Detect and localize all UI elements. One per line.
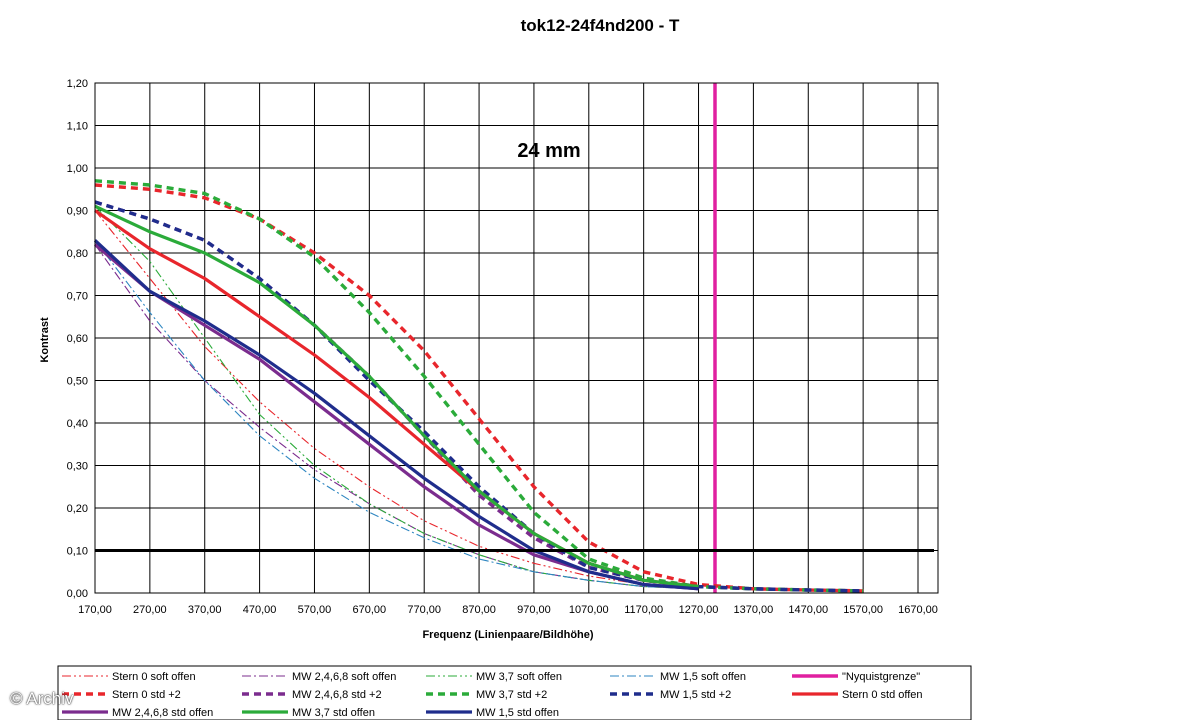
y-tick-label: 1,10 xyxy=(67,121,88,133)
series-line xyxy=(94,205,699,590)
series-line xyxy=(94,183,864,593)
y-tick-label: 0,30 xyxy=(67,461,88,473)
y-tick-label: 0,70 xyxy=(67,291,88,303)
x-tick-label: 1270,00 xyxy=(679,604,719,616)
plot-frame xyxy=(94,82,939,594)
series-line xyxy=(94,239,699,590)
chart-annotation: 24 mm xyxy=(517,140,580,162)
x-tick-label: 1470,00 xyxy=(788,604,828,616)
y-tick-label: 0,20 xyxy=(67,503,88,515)
legend-label: MW 1,5 soft offen xyxy=(660,671,746,683)
y-tick-label: 0,00 xyxy=(67,588,88,600)
series-line xyxy=(94,244,699,590)
y-tick-label: 0,50 xyxy=(67,376,88,388)
legend-label: MW 1,5 std +2 xyxy=(660,689,731,701)
legend-label: Stern 0 std +2 xyxy=(112,689,181,701)
x-tick-label: 770,00 xyxy=(407,604,441,616)
x-tick-label: 570,00 xyxy=(298,604,332,616)
watermark: © Archiv xyxy=(10,689,74,708)
legend-label: Stern 0 soft offen xyxy=(112,671,196,683)
series-lines xyxy=(93,83,864,593)
x-tick-label: 170,00 xyxy=(78,604,112,616)
legend-label: Stern 0 std offen xyxy=(842,689,923,701)
legend-label: MW 3,7 std +2 xyxy=(476,689,547,701)
x-tick-label: 1070,00 xyxy=(569,604,609,616)
x-tick-label: 670,00 xyxy=(353,604,387,616)
x-tick-label: 1570,00 xyxy=(843,604,883,616)
y-tick-label: 0,90 xyxy=(67,206,88,218)
legend-label: MW 3,7 soft offen xyxy=(476,671,562,683)
x-tick-label: 270,00 xyxy=(133,604,167,616)
y-tick-label: 0,10 xyxy=(67,546,88,558)
series-line xyxy=(94,200,864,593)
legend-label: MW 2,4,6,8 std +2 xyxy=(292,689,382,701)
legend-label: MW 2,4,6,8 std offen xyxy=(112,707,213,719)
x-tick-labels: 170,00 270,00 370,00 470,00 570,00 670,00 770,… xyxy=(78,604,938,616)
series-line xyxy=(94,209,699,589)
y-tick-label: 1,00 xyxy=(67,163,88,175)
legend-label: MW 1,5 std offen xyxy=(476,707,559,719)
x-tick-label: 970,00 xyxy=(517,604,551,616)
y-tick-labels: 0,00 0,10 0,20 0,30 0,40 0,50 0,60 0,70 0,80 0,90… xyxy=(67,78,88,600)
y-axis-label: Kontrast xyxy=(39,317,51,363)
chart-title: tok12-24f4nd200 - T xyxy=(521,16,680,35)
y-tick-label: 0,40 xyxy=(67,418,88,430)
x-tick-label: 470,00 xyxy=(243,604,277,616)
y-tick-label: 0,60 xyxy=(67,333,88,345)
legend-label: "Nyquistgrenze" xyxy=(842,671,920,683)
legend-label: MW 2,4,6,8 soft offen xyxy=(292,671,396,683)
series-line xyxy=(93,239,699,591)
series-line xyxy=(93,243,699,591)
x-tick-label: 1170,00 xyxy=(624,604,663,616)
x-tick-label: 870,00 xyxy=(462,604,496,616)
x-tick-label: 370,00 xyxy=(188,604,222,616)
series-line xyxy=(94,204,699,589)
x-tick-label: 1370,00 xyxy=(734,604,774,616)
y-tick-label: 0,80 xyxy=(67,248,88,260)
x-tick-label: 1670,00 xyxy=(898,604,938,616)
legend-label: MW 3,7 std offen xyxy=(292,707,375,719)
x-axis-label: Frequenz (Linienpaare/Bildhöhe) xyxy=(422,629,593,641)
series-line xyxy=(94,210,699,590)
legend: Stern 0 soft offen MW 2,4,6,8 soft offen M… xyxy=(57,665,972,720)
y-tick-label: 1,20 xyxy=(67,78,88,90)
